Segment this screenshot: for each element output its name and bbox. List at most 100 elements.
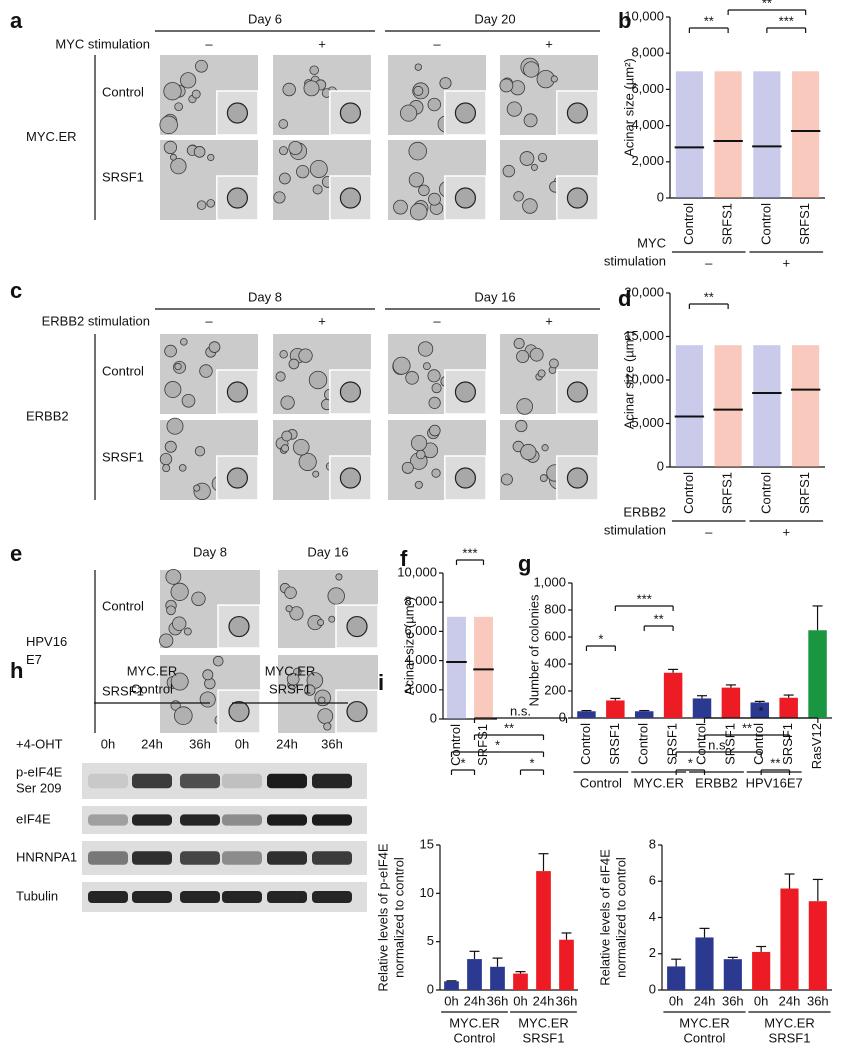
y-tick-label: 4,000 [631,117,664,132]
y-axis-label: Acinar size (µm²) [401,597,416,696]
y-tick-label: 1,000 [533,574,566,589]
acinus [194,446,206,457]
condition-label: + [545,313,553,328]
acinus [429,424,441,437]
bar [444,981,459,990]
acinus [273,191,286,204]
y-tick-label: 200 [544,682,566,697]
acinus-zoom [454,381,477,403]
acinus-zoom [228,700,250,723]
acinus [409,203,428,221]
bar [513,973,528,990]
day-label: Day 16 [307,544,348,559]
group-label: – [705,255,713,270]
y-axis-label: Relative levels of p-eIF4E [375,843,390,991]
acinus-zoom [454,467,477,489]
acinus [195,59,208,73]
group-label: ERBB2 [26,408,69,423]
x-tick-label: 36h [487,993,509,1008]
row-label: SRSF1 [102,449,144,464]
acinus [304,684,316,696]
x-tick-label: 24h [464,993,486,1008]
acinus [278,172,291,185]
dot-cloud [753,345,781,467]
sig-label: * [495,737,500,752]
stimulation-label: ERBB2 stimulation [42,313,150,328]
x-tick-label: Control [681,203,696,245]
group-title: stimulation [604,253,666,268]
acinus [417,341,434,357]
y-tick-label: 400 [544,655,566,670]
sig-label: ** [704,13,714,28]
acinus [163,140,178,155]
row-label: Control [102,363,144,378]
group-label: Control [684,1030,726,1045]
y-tick-label: 15 [420,836,434,851]
group-label: Control [454,1030,496,1045]
acinus [193,146,206,158]
acinus-zoom [346,615,368,638]
acinus [292,438,310,456]
y-tick-label: 0 [649,981,656,996]
acinus-zoom [226,381,249,403]
acinus [431,468,441,478]
panel-label: i [378,670,384,695]
acinus [328,615,336,623]
acinus [206,199,216,208]
panel-label: b [618,8,631,33]
timepoint: 36h [189,736,211,751]
group-label: MYC.ER [449,1015,500,1030]
acinus [529,347,544,362]
acinus [212,655,224,667]
dot-cloud [714,71,742,198]
sig-label: * [529,755,534,770]
blot-group: MYC.ER [265,663,316,678]
bar [808,901,827,990]
panel-label: e [10,541,22,566]
group-label: HPV16 [26,634,67,649]
bar [559,939,574,990]
acinus [530,163,538,171]
acinus-zoom [339,187,362,209]
blot-band [222,773,262,789]
treatment-label: +4-OHT [16,736,63,751]
acinus-zoom [339,381,362,403]
condition-label: – [205,313,213,328]
group-title: MYC [637,235,666,250]
condition-label: + [318,313,326,328]
acinus [312,470,320,478]
bar [634,711,654,718]
acinus [408,172,425,188]
acinus [171,616,187,631]
acinus [288,141,303,156]
acinus [196,200,207,210]
dot-cloud [714,345,742,467]
acinus [500,473,513,486]
panel-label: h [10,658,23,683]
acinus [173,706,193,726]
acinus [170,672,189,691]
blot-label: HNRNPA1 [16,849,77,864]
blot-group: SRSF1 [269,681,311,696]
day-label: Day 8 [193,544,227,559]
y-tick-label: 10 [420,885,434,900]
acinus [166,605,176,616]
acinus [284,586,297,599]
acinus-zoom [226,102,249,124]
acinus [285,605,293,613]
acinus [309,159,328,178]
y-axis-label: Acinar size (µm²) [621,58,636,157]
acinus-zoom [566,102,589,124]
y-tick-label: 600 [544,628,566,643]
y-tick-label: 5,000 [631,415,664,430]
group-label: HPV16E7 [746,775,803,790]
y-tick-label: 5 [427,933,434,948]
day-label: Day 6 [248,11,282,26]
blot-band [180,851,220,865]
x-tick-label: SRFS1 [797,472,812,514]
dot-cloud [792,71,820,198]
sig-label: * [598,631,603,646]
bar [779,697,798,718]
acinus [312,184,323,195]
y-tick-label: 10,000 [397,564,437,579]
